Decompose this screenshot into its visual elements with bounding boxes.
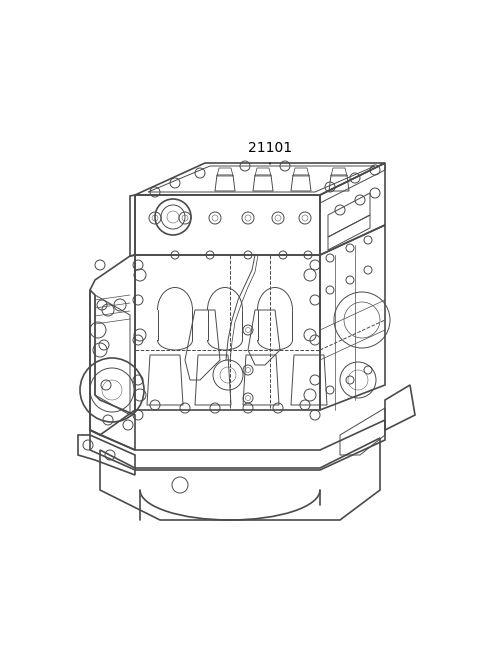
Text: 21101: 21101 bbox=[248, 141, 292, 155]
